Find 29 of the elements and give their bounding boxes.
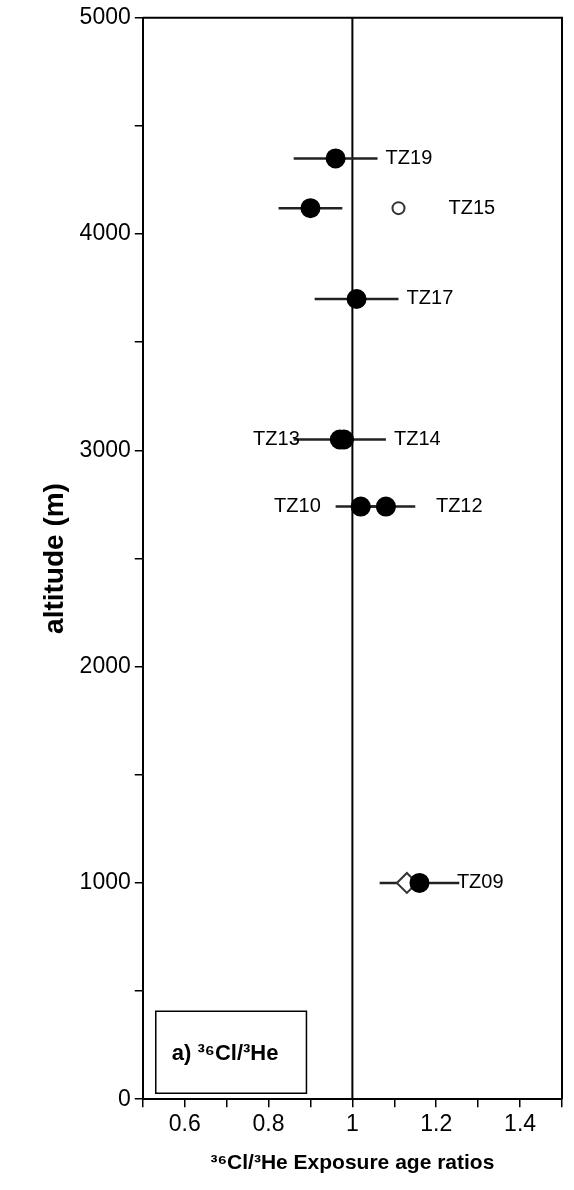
point [375,496,396,517]
y-tick-label: 3000 [79,435,131,462]
y-tick-label: 1000 [79,868,131,895]
x-tick-label: 0.8 [252,1110,285,1137]
annotation: TZ17 [406,286,454,309]
point [391,201,406,216]
x-tick-label: 1.4 [504,1110,537,1137]
y-tick-label: 4000 [79,219,131,246]
y-tick-label: 0 [117,1084,131,1111]
annotation: TZ15 [448,195,496,218]
point [409,872,430,893]
annotation: a) ³⁶Cl/³He [171,1040,279,1066]
x-tick-label: 0.6 [168,1110,201,1137]
annotation: TZ12 [435,494,483,517]
y-tick-label: 2000 [79,651,131,678]
annotation: TZ10 [274,494,321,517]
x-axis-title: ³⁶Cl/³He Exposure age ratios [210,1150,495,1174]
x-tick-label: 1 [345,1110,359,1137]
annotation: TZ19 [385,145,433,168]
annotation: TZ14 [394,427,441,450]
point [300,198,321,219]
point [346,288,367,309]
annotation: TZ09 [456,870,504,893]
x-tick-label: 1.2 [420,1110,453,1137]
y-axis-title: altitude (m) [37,483,69,634]
y-tick-label: 5000 [79,3,131,30]
point [325,148,346,169]
annotation: TZ13 [253,427,300,450]
point [350,496,371,517]
